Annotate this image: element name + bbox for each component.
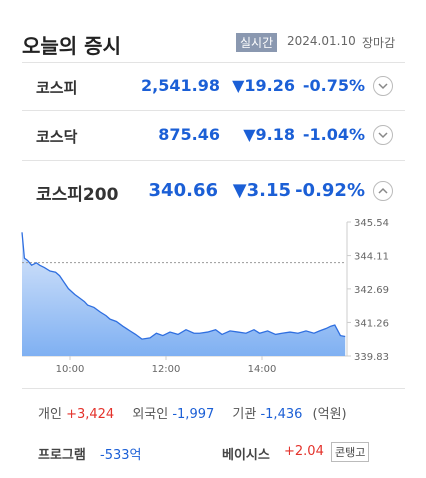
line [21, 232, 346, 340]
investor-label: 외국인 [132, 407, 169, 422]
basis-label: 베이시스 [222, 448, 270, 463]
unit: (억원) [312, 407, 347, 422]
index-price: 2,541.98 [141, 76, 220, 95]
index-change: ▼3.15 [232, 180, 291, 201]
divider [22, 62, 405, 63]
x-tick-label: 14:00 [248, 364, 277, 375]
x-tick-label: 12:00 [152, 364, 181, 375]
index-change: ▼9.18 [243, 125, 295, 144]
investor-value: +3,424 [66, 407, 115, 422]
investor-label: 기관 [232, 407, 257, 422]
x-tick-label: 10:00 [56, 364, 85, 375]
investor-row: 개인 +3,424 외국인 -1,997 기관 -1,436 (억원) [38, 403, 347, 422]
divider [22, 388, 405, 389]
collapse-button[interactable] [373, 181, 393, 201]
investor-value: -1,997 [172, 407, 215, 422]
title: 오늘의 증시 [22, 34, 121, 58]
y-tick-label: 341.26 [354, 318, 389, 329]
status: 장마감 [362, 36, 396, 50]
badge: 실시간 [236, 33, 278, 52]
index-name: 코스피200 [36, 185, 119, 205]
index-rate: -0.92% [295, 180, 365, 201]
area [22, 232, 346, 356]
program-label: 프로그램 [38, 448, 86, 463]
chart: 345.54 344.11 342.69 341.26 339.83 10:00 12:00… [21, 218, 389, 375]
y-tick-label: 344.11 [354, 252, 389, 263]
index-rate: -0.75% [302, 76, 365, 95]
basis-value: +2.04 [284, 444, 324, 459]
divider [22, 110, 405, 111]
index-price: 340.66 [148, 180, 218, 201]
date: 2024.01.10 [287, 34, 356, 48]
index-price: 875.46 [158, 125, 220, 144]
program-value: -533억 [100, 448, 142, 463]
y-tick-label: 339.83 [354, 352, 389, 363]
index-name: 코스닥 [36, 128, 78, 146]
expand-button[interactable] [373, 76, 393, 96]
y-tick-label: 345.54 [354, 218, 389, 229]
basis-state: 콘탱고 [331, 442, 370, 462]
index-rate: -1.04% [302, 125, 365, 144]
index-change: ▼19.26 [232, 76, 295, 95]
investor-value: -1,436 [260, 407, 303, 422]
investor-label: 개인 [38, 407, 62, 422]
divider [22, 160, 405, 161]
index-name: 코스피 [36, 79, 78, 97]
expand-button[interactable] [373, 125, 393, 145]
y-tick-label: 342.69 [354, 285, 389, 296]
